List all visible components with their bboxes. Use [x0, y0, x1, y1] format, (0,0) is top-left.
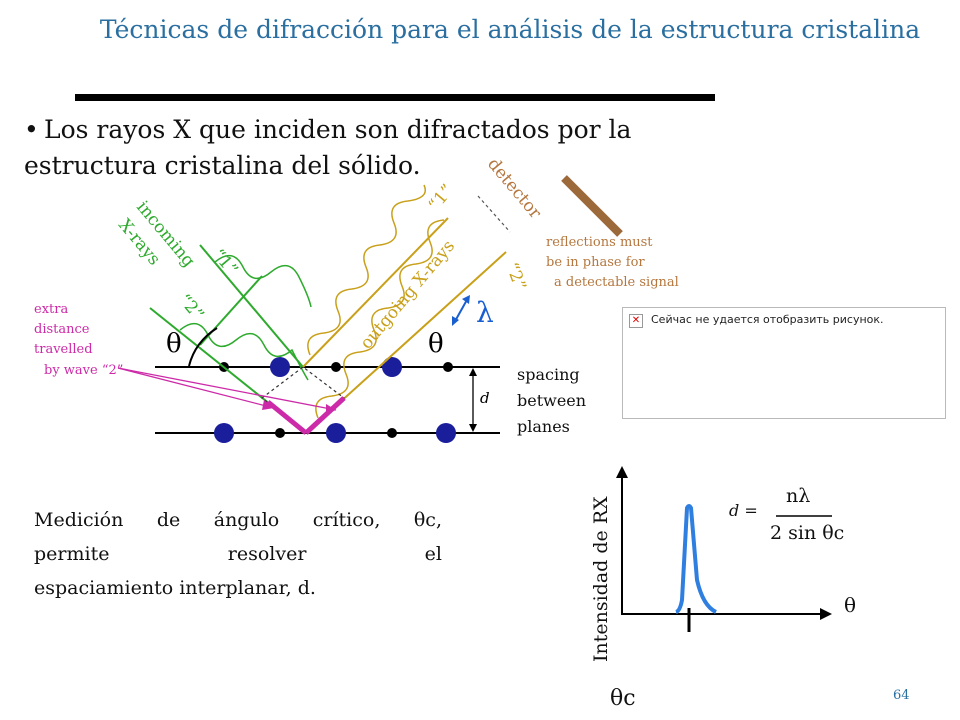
extra-distance-label-1: extra — [34, 302, 68, 317]
extra-distance-label-2: distance — [34, 322, 90, 337]
broken-image-icon: ✕ — [629, 314, 643, 328]
broken-image-message: Сейчас не удается отобразить рисунок. — [651, 313, 884, 326]
arrowhead — [462, 295, 470, 304]
graph-x-label: θ — [844, 593, 856, 617]
extra-distance-label-4: by wave “2” — [44, 363, 123, 378]
atom-small — [275, 428, 285, 438]
arrowhead — [820, 608, 832, 620]
lambda-label: λ — [476, 296, 494, 329]
bullet-text: Los rayos X que inciden son difractados … — [24, 115, 632, 180]
page-number: 64 — [893, 688, 910, 703]
d-label: d — [480, 389, 490, 407]
arrowhead — [469, 368, 477, 376]
bullet-point: • Los rayos X que inciden son difractados… — [24, 112, 704, 184]
arrowhead — [469, 424, 477, 432]
phase-note-3: a detectable signal — [554, 275, 679, 290]
atom-large — [436, 423, 456, 443]
body-line-3: espaciamiento interplanar, d. — [34, 577, 316, 599]
outgoing-wave-2 — [315, 219, 445, 419]
atom-small — [443, 362, 453, 372]
path-difference-box — [261, 366, 345, 434]
atom-large — [326, 423, 346, 443]
body-line-1: Medición de ángulo crítico, θc, — [34, 509, 442, 531]
outgoing-ray-1 — [302, 217, 449, 368]
spacing-label-2: between — [517, 391, 586, 410]
extra-distance-segment-right — [304, 396, 346, 435]
slide-title: Técnicas de difracción para el análisis … — [99, 15, 921, 44]
extra-distance-label-3: travelled — [34, 342, 93, 357]
formula-denominator: 2 sin θc — [770, 522, 844, 544]
ray-1-outgoing-label: “1” — [425, 181, 458, 215]
atom-large — [214, 423, 234, 443]
formula-numerator: nλ — [786, 485, 810, 507]
ray-2-incoming-label: “2” — [174, 290, 207, 324]
phase-note-1: reflections must — [546, 235, 653, 250]
intensity-graph: Intensidad de RX θ θc d = nλ 2 sin θc — [590, 466, 856, 711]
formula-lhs: d = — [729, 501, 758, 520]
arrowhead — [616, 466, 628, 478]
arrowhead — [326, 404, 336, 414]
title-divider — [75, 94, 715, 101]
spacing-label-1: spacing — [517, 365, 580, 384]
ray-1-incoming-label: “1” — [208, 245, 241, 279]
theta-c-label: θc — [610, 686, 636, 711]
spacing-label-3: planes — [517, 417, 570, 436]
detector-wavefront — [477, 195, 511, 233]
theta-right-label: θ — [428, 329, 444, 359]
detector-label: detector — [483, 154, 546, 223]
extra-distance-pointer-1 — [117, 367, 275, 409]
incoming-wave-1 — [214, 254, 312, 308]
incoming-ray-1 — [199, 244, 304, 368]
body-line-2: permite resolver el — [34, 543, 442, 565]
theta-left-label: θ — [166, 329, 182, 359]
arrowhead — [452, 316, 459, 326]
bullet-dot-icon: • — [24, 115, 39, 144]
incoming-wave-2 — [179, 322, 309, 381]
ray-2-outgoing-label: “2” — [501, 260, 529, 293]
theta-arc — [188, 327, 218, 367]
graph-y-label: Intensidad de RX — [590, 496, 612, 662]
atom-large — [382, 357, 402, 377]
atom-large — [270, 357, 290, 377]
intensity-peak — [675, 504, 717, 614]
atom-small — [331, 362, 341, 372]
broken-image-placeholder: ✕ Сейчас не удается отобразить рисунок. — [622, 307, 946, 419]
phase-note-2: be in phase for — [546, 255, 645, 270]
atom-small — [387, 428, 397, 438]
body-paragraph: Medición de ángulo crítico, θc, permite … — [34, 503, 442, 605]
detector-bar — [561, 175, 623, 237]
extra-distance-pointer-2 — [117, 367, 337, 411]
outgoing-wave-1 — [307, 184, 426, 356]
arrowhead — [262, 400, 274, 410]
extra-distance-segment-left — [266, 400, 308, 435]
